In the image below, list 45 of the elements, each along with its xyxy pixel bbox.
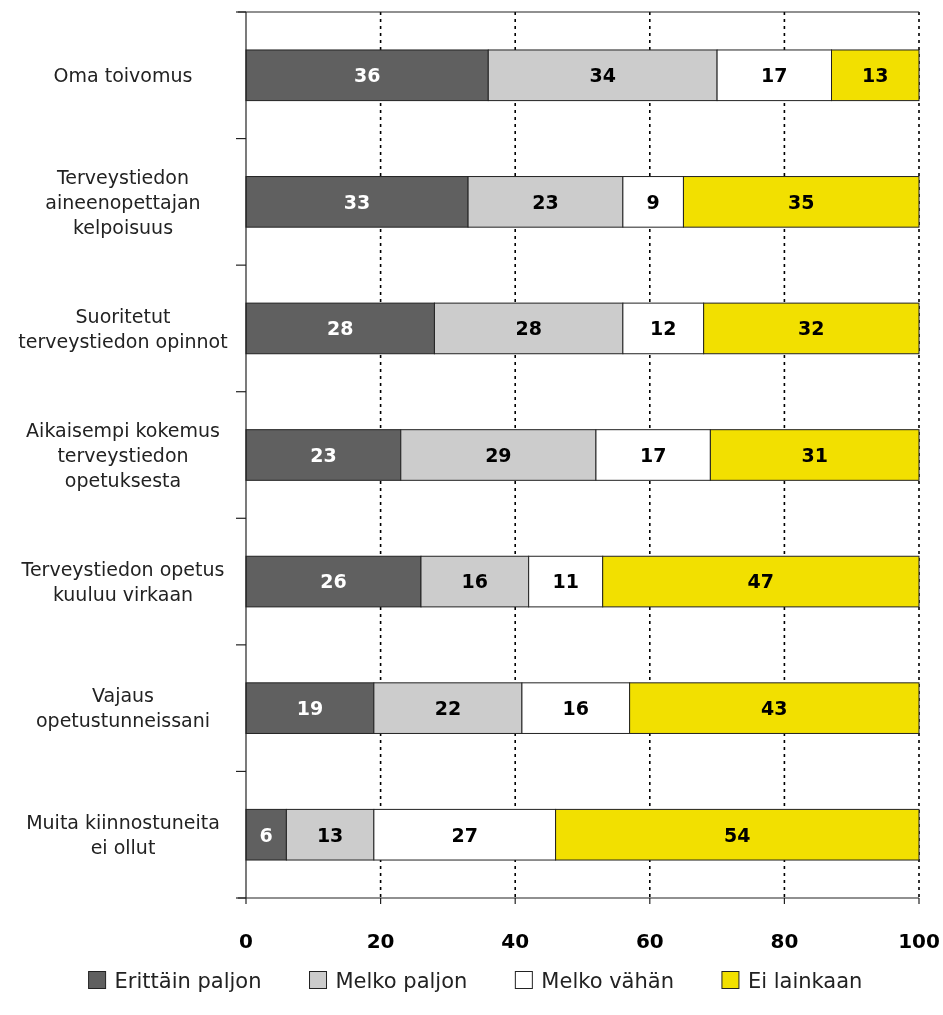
y-tick-label: Suoritetut terveystiedon opinnot [18,304,228,352]
data-label: 16 [562,696,589,719]
data-label: 47 [747,570,775,593]
data-label: 23 [310,443,337,466]
data-label: 31 [801,443,828,466]
legend-label: Erittäin paljon [114,968,262,993]
y-tick-label: Muita kiinnostuneita ei ollut [26,811,220,859]
data-label: 19 [296,696,324,719]
x-tick-label: 0 [239,929,253,953]
data-label: 13 [316,823,344,846]
x-tick-label: 80 [770,929,799,953]
data-label: 13 [862,64,889,87]
data-label: 26 [320,570,347,593]
y-tick-label: Terveystiedon opetus kuuluu virkaan [20,557,225,605]
y-tick-label: Vajaus opetustunneissani [35,684,211,732]
data-label: 34 [589,64,616,87]
y-tick-label: Aikaisempi kokemus terveystiedon opetuksesta [26,418,220,491]
y-tick-label: Oma toivomus [53,64,193,87]
data-label: 54 [724,823,751,846]
data-label: 9 [646,190,660,213]
data-label: 22 [434,696,462,719]
legend-label: Melko vähän [541,968,674,993]
data-label: 28 [515,317,542,340]
data-label: 29 [485,443,512,466]
x-tick-label: 20 [366,929,395,953]
legend-label: Melko paljon [335,968,468,993]
data-label: 12 [650,317,677,340]
data-label: 33 [343,190,371,213]
data-label: 11 [552,570,579,593]
legend-label: Ei lainkaan [747,968,863,993]
data-label: 27 [451,823,478,846]
x-tick-label: 60 [635,929,664,953]
y-tick-label: Terveystiedon aineenopettajan kelpoisuus [45,165,201,238]
x-tick-label: 40 [501,929,530,953]
data-label: 16 [461,570,489,593]
data-label: 43 [761,696,788,719]
data-label: 36 [353,64,381,87]
data-label: 23 [532,190,559,213]
data-label: 28 [326,317,354,340]
data-label: 17 [761,64,788,87]
x-tick-label: 100 [898,929,940,953]
data-label: 6 [259,823,273,846]
data-label: 35 [788,190,815,213]
data-label: 32 [798,317,825,340]
data-label: 17 [639,443,667,466]
